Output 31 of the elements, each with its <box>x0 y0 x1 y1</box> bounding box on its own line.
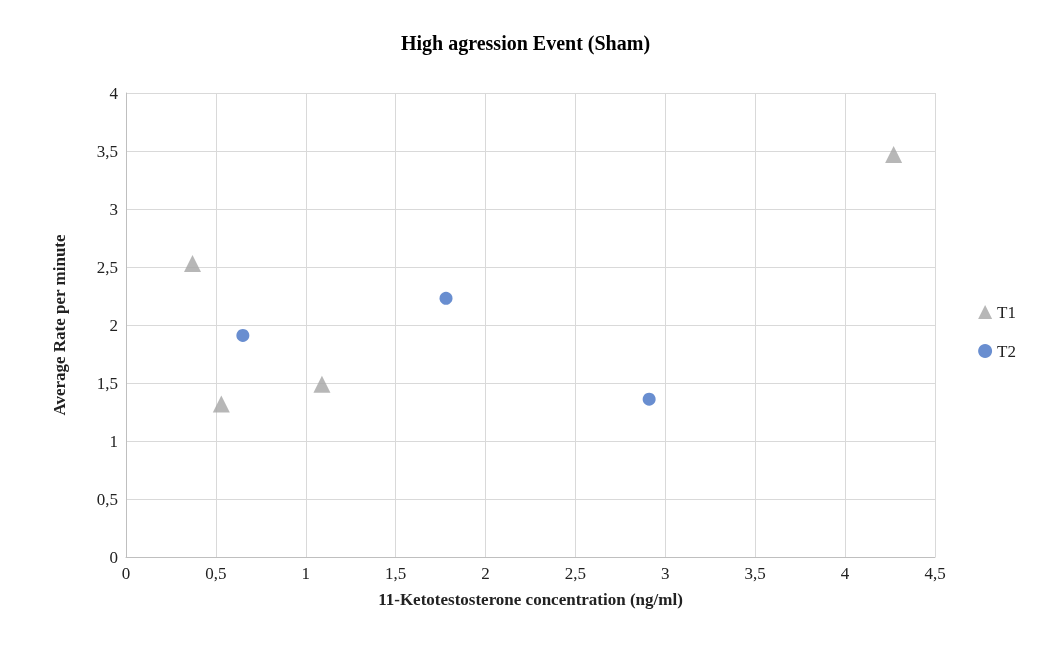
point <box>236 328 250 342</box>
legend-label: T2 <box>997 341 1017 361</box>
point <box>212 395 230 413</box>
x-tick-label: 4,5 <box>924 564 946 583</box>
x-axis-title: 11-Ketotestosterone concentration (ng/ml) <box>378 590 683 609</box>
y-tick-label: 4 <box>109 83 119 103</box>
legend-label: T1 <box>997 302 1017 322</box>
y-tick-label: 0,5 <box>96 489 118 509</box>
y-tick-label: 0 <box>109 547 118 567</box>
y-tick-label: 3 <box>109 199 118 219</box>
x-tick-label: 2,5 <box>564 564 587 583</box>
x-tick-label: 0,5 <box>205 564 227 583</box>
y-tick-label: 2,5 <box>96 257 118 277</box>
x-tick-label: 0 <box>121 564 131 583</box>
x-tick-label: 3,5 <box>744 564 766 583</box>
y-axis-title: Average Rate per minute <box>50 233 69 416</box>
chart-title: High agression Event (Sham) <box>400 32 651 55</box>
y-tick-label: 1,5 <box>96 373 118 393</box>
y-tick-label: 1 <box>109 431 118 451</box>
x-tick-label: 1,5 <box>385 564 407 583</box>
y-tick-label: 3,5 <box>96 141 118 161</box>
x-tick-label: 3 <box>661 564 670 583</box>
point <box>313 375 331 393</box>
x-tick-label: 4 <box>840 564 850 583</box>
x-tick-label: 1 <box>301 564 311 583</box>
point <box>885 145 903 163</box>
point <box>439 291 453 305</box>
y-tick-label: 2 <box>109 315 118 335</box>
point <box>184 255 202 273</box>
x-tick-label: 2 <box>481 564 490 583</box>
point <box>642 392 656 406</box>
